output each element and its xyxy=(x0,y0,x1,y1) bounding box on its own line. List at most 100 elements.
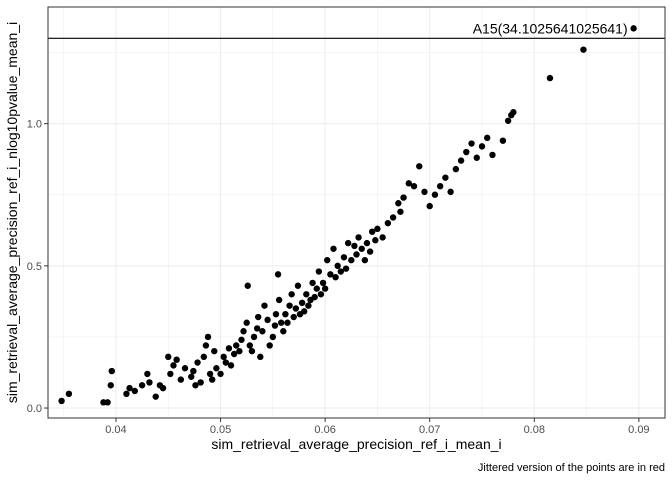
data-point xyxy=(250,333,258,341)
data-point xyxy=(236,347,243,355)
data-point xyxy=(272,310,280,318)
data-point xyxy=(363,239,371,247)
data-point xyxy=(173,356,180,363)
data-point xyxy=(244,282,251,289)
data-point xyxy=(240,328,247,335)
data-point xyxy=(131,387,138,395)
data-point xyxy=(269,333,277,341)
data-point xyxy=(181,365,189,372)
data-point xyxy=(504,117,512,124)
data-point xyxy=(254,313,262,321)
y-tick-label: 0.0 xyxy=(27,403,42,415)
data-point xyxy=(280,328,287,335)
data-point xyxy=(334,262,341,270)
data-point xyxy=(58,397,65,405)
data-point xyxy=(313,285,320,292)
chart-caption: Jittered version of the points are in re… xyxy=(478,462,665,474)
data-point xyxy=(248,347,256,355)
data-point xyxy=(213,365,220,372)
data-point xyxy=(546,74,554,82)
data-point xyxy=(410,182,418,190)
data-point xyxy=(301,308,308,315)
x-axis-title: sim_retrieval_average_precision_ref_i_me… xyxy=(211,436,501,452)
data-point xyxy=(204,333,212,341)
data-point xyxy=(200,353,208,361)
data-point xyxy=(395,200,402,207)
data-point xyxy=(192,382,199,389)
data-point xyxy=(319,279,327,287)
data-point xyxy=(278,319,285,326)
data-point xyxy=(298,299,306,307)
data-point xyxy=(266,342,273,349)
data-point xyxy=(290,313,297,321)
data-point xyxy=(206,370,214,378)
data-point xyxy=(457,157,465,164)
data-point xyxy=(275,296,283,304)
data-point xyxy=(353,251,360,258)
data-point xyxy=(348,256,355,264)
data-point xyxy=(126,384,133,392)
y-tick-label: 0.5 xyxy=(27,261,42,273)
data-point xyxy=(372,237,379,244)
data-point xyxy=(230,350,238,358)
data-point xyxy=(303,291,310,298)
data-point xyxy=(284,319,291,326)
data-point xyxy=(261,302,268,309)
data-point xyxy=(271,322,279,329)
data-point xyxy=(389,214,397,221)
data-point xyxy=(351,242,358,250)
data-point xyxy=(421,188,428,196)
panel-border xyxy=(47,6,666,419)
data-point xyxy=(330,245,337,252)
data-point xyxy=(337,268,345,275)
minor-gridlines xyxy=(48,7,665,418)
data-point xyxy=(246,342,254,349)
data-point xyxy=(294,282,302,289)
data-point xyxy=(190,367,197,375)
data-point xyxy=(468,140,475,147)
data-point xyxy=(104,399,111,406)
data-point xyxy=(510,109,517,116)
major-gridlines xyxy=(48,7,665,418)
x-tick-label: 0.09 xyxy=(628,424,649,436)
data-point xyxy=(253,325,261,332)
data-point xyxy=(324,256,331,264)
data-point xyxy=(225,345,233,352)
data-point xyxy=(305,302,312,309)
data-point xyxy=(489,151,496,159)
data-point xyxy=(259,328,266,335)
data-points xyxy=(58,25,637,406)
data-point xyxy=(431,191,439,198)
data-point xyxy=(311,293,318,301)
data-point xyxy=(188,373,195,380)
data-point xyxy=(317,291,325,298)
data-point xyxy=(144,370,151,378)
data-point xyxy=(342,265,350,272)
data-point xyxy=(315,268,323,275)
x-tick-label: 0.05 xyxy=(210,424,231,436)
data-point xyxy=(368,228,376,235)
data-point xyxy=(452,165,460,173)
y-tick-label: 1.0 xyxy=(27,119,42,131)
data-point xyxy=(436,182,444,190)
data-point xyxy=(397,208,404,215)
data-point xyxy=(159,384,167,392)
data-point xyxy=(379,234,386,241)
data-point xyxy=(177,376,185,383)
data-point xyxy=(473,154,480,161)
data-point xyxy=(222,359,229,366)
data-point xyxy=(208,376,216,383)
data-point xyxy=(400,194,407,201)
data-point xyxy=(340,254,348,261)
data-point xyxy=(478,143,486,150)
data-point xyxy=(197,379,204,386)
data-point xyxy=(165,353,172,361)
data-point xyxy=(211,347,218,355)
data-point xyxy=(580,46,587,53)
data-point xyxy=(344,239,352,247)
data-point xyxy=(374,225,381,233)
data-point xyxy=(108,367,115,375)
data-point xyxy=(321,285,329,292)
